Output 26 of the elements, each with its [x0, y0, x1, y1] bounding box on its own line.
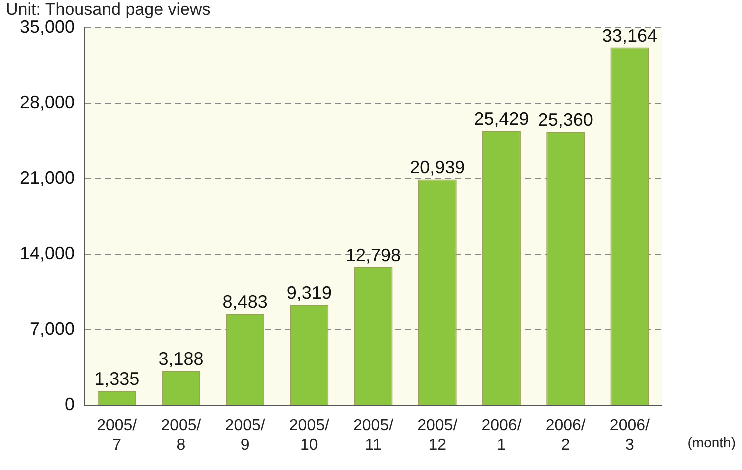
- y-tick-label: 14,000: [20, 244, 76, 264]
- data-label: 3,188: [158, 349, 204, 370]
- x-axis-title: (month): [688, 434, 736, 450]
- x-tick-label: 2005/10: [289, 418, 330, 454]
- data-label: 25,360: [538, 110, 594, 130]
- y-tick-label: 7,000: [30, 319, 76, 340]
- data-label: 12,798: [346, 245, 402, 266]
- y-axis-title: Unit: Thousand page views: [6, 0, 211, 20]
- x-tick-label: 2006/1: [482, 418, 522, 454]
- y-tick-label: 21,000: [20, 168, 76, 188]
- y-tick-label: 28,000: [20, 92, 76, 112]
- x-tick-label: 2005/11: [354, 418, 394, 454]
- data-label: 1,335: [94, 369, 140, 390]
- x-tick-label: 2005/7: [97, 418, 138, 454]
- data-label: 33,164: [602, 26, 658, 46]
- data-label: 8,483: [222, 292, 268, 312]
- x-tick-label: 2005/8: [161, 418, 202, 454]
- y-tick-label: 35,000: [20, 16, 76, 37]
- x-tick-label: 2006/2: [546, 418, 586, 454]
- x-tick-label: 2006/3: [610, 418, 651, 454]
- data-label: 20,939: [410, 158, 466, 178]
- data-label: 9,319: [286, 283, 332, 304]
- data-label: 25,429: [474, 109, 530, 130]
- y-tick-label: 0: [65, 394, 76, 415]
- x-tick-label: 2005/9: [225, 418, 266, 454]
- x-tick-label: 2005/12: [418, 418, 458, 454]
